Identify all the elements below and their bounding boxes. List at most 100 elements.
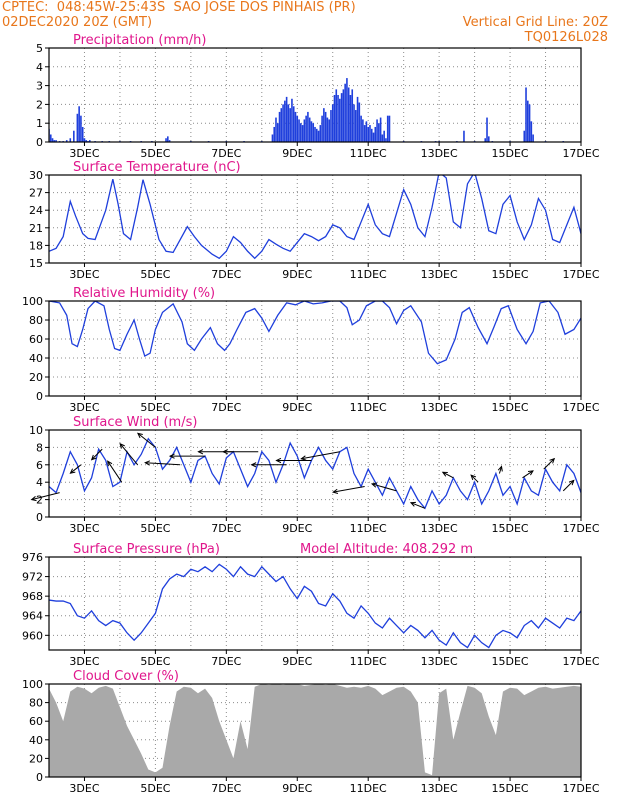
wind-vector — [119, 443, 139, 466]
wind-vector — [442, 471, 454, 479]
panel-frame — [48, 174, 582, 264]
x-tick-label: 3DEC — [69, 268, 99, 281]
x-tick-label: 5DEC — [140, 268, 170, 281]
y-tick-label: 15 — [29, 257, 43, 270]
x-tick-label: 15DEC — [492, 268, 529, 281]
precip-bar — [73, 130, 75, 142]
x-tick-label: 11DEC — [350, 522, 387, 535]
x-tick-label: 17DEC — [562, 268, 599, 281]
precip-bar — [360, 115, 362, 142]
precip-bar — [362, 119, 364, 142]
precip-bar — [376, 119, 378, 142]
y-tick-label: 976 — [22, 551, 43, 564]
precip-bar — [88, 140, 91, 142]
wind-vector — [522, 470, 534, 479]
precip-bar — [65, 140, 68, 142]
precip-bar — [358, 102, 361, 142]
wind-vector — [145, 462, 181, 466]
y-tick-label: 2 — [36, 98, 43, 111]
y-tick-label: 3 — [36, 80, 43, 93]
precip-bar — [354, 110, 357, 142]
precip-bar — [374, 126, 377, 142]
series-line — [49, 437, 581, 510]
precip-bar — [80, 115, 82, 142]
precip-bar — [284, 100, 286, 142]
precip-bar — [486, 117, 488, 142]
precip-bar — [523, 130, 526, 142]
wind-vector — [410, 502, 426, 509]
wind-vector-head — [549, 457, 556, 464]
x-tick-label: 15DEC — [492, 655, 529, 668]
panel-1: 0 1 2 3 4 5 3DEC 5DEC 7DEC 9DEC 11DEC 13DEC 15DEC 17D… — [36, 33, 600, 160]
panel-5: 960 964 968 972 976 3DEC 5DEC 7DEC 9DEC 11DEC 13DE… — [22, 542, 600, 668]
precip-bar — [275, 117, 277, 142]
precip-bar — [289, 108, 291, 142]
y-tick-label: 0 — [36, 136, 43, 149]
x-tick-label: 13DEC — [421, 268, 458, 281]
panel-title: Surface Pressure (hPa) — [73, 542, 220, 557]
x-tick-label: 5DEC — [140, 782, 170, 795]
y-tick-label: 24 — [29, 204, 43, 217]
precip-bar — [530, 121, 533, 142]
precip-bar — [307, 111, 309, 142]
precip-bar — [372, 132, 375, 142]
wind-vector-head — [119, 442, 125, 449]
precip-bar — [532, 134, 534, 142]
panel-title: Surface Temperature (nC) — [73, 160, 241, 175]
x-tick-label: 15DEC — [492, 401, 529, 414]
precip-bar — [487, 136, 490, 142]
x-tick-label: 11DEC — [350, 147, 387, 160]
precip-bar — [379, 117, 382, 142]
y-tick-label: 8 — [36, 441, 43, 454]
wind-vector-head — [222, 449, 228, 455]
wind-vector-head — [250, 462, 257, 468]
x-tick-label: 3DEC — [69, 401, 99, 414]
x-tick-label: 13DEC — [421, 522, 458, 535]
precip-bar — [296, 115, 299, 142]
header-model-code: TQ0126L028 — [524, 30, 608, 45]
x-tick-label: 13DEC — [421, 401, 458, 414]
x-tick-label: 3DEC — [69, 655, 99, 668]
y-tick-label: 968 — [22, 590, 43, 603]
wind-vector-head — [332, 488, 339, 494]
precip-bar — [342, 89, 345, 142]
wind-vector-head — [275, 457, 282, 464]
x-tick-label: 9DEC — [282, 147, 312, 160]
precip-bar — [49, 134, 52, 142]
wind-vector — [543, 458, 555, 470]
precip-bar — [370, 128, 373, 142]
x-tick-label: 17DEC — [562, 782, 599, 795]
panel-frame — [48, 300, 582, 397]
y-tick-label: 20 — [29, 752, 43, 765]
precip-bar — [83, 138, 86, 142]
y-tick-label: 60 — [29, 715, 43, 728]
wind-vector — [562, 480, 575, 492]
precip-bar — [383, 130, 385, 142]
precip-bar — [330, 110, 332, 142]
x-tick-label: 11DEC — [350, 268, 387, 281]
precip-bar — [340, 93, 343, 142]
y-tick-label: 964 — [22, 610, 43, 623]
precip-bar — [328, 119, 330, 142]
x-tick-label: 7DEC — [211, 522, 241, 535]
precip-bar — [333, 95, 336, 142]
x-tick-label: 9DEC — [282, 268, 312, 281]
y-tick-label: 80 — [29, 697, 43, 710]
y-tick-label: 0 — [36, 511, 43, 524]
x-tick-label: 17DEC — [562, 522, 599, 535]
x-tick-label: 5DEC — [140, 655, 170, 668]
precip-bar — [85, 140, 88, 142]
precip-bar — [273, 126, 276, 142]
wind-vector — [498, 466, 503, 474]
x-tick-label: 11DEC — [350, 782, 387, 795]
precip-bar — [301, 125, 304, 142]
x-tick-label: 9DEC — [282, 655, 312, 668]
precip-bar — [292, 106, 295, 142]
x-tick-label: 17DEC — [562, 401, 599, 414]
precip-bar — [55, 140, 57, 142]
x-tick-label: 7DEC — [211, 147, 241, 160]
precip-bar — [303, 119, 306, 142]
wind-vector — [70, 464, 82, 474]
precip-bar — [280, 108, 283, 142]
